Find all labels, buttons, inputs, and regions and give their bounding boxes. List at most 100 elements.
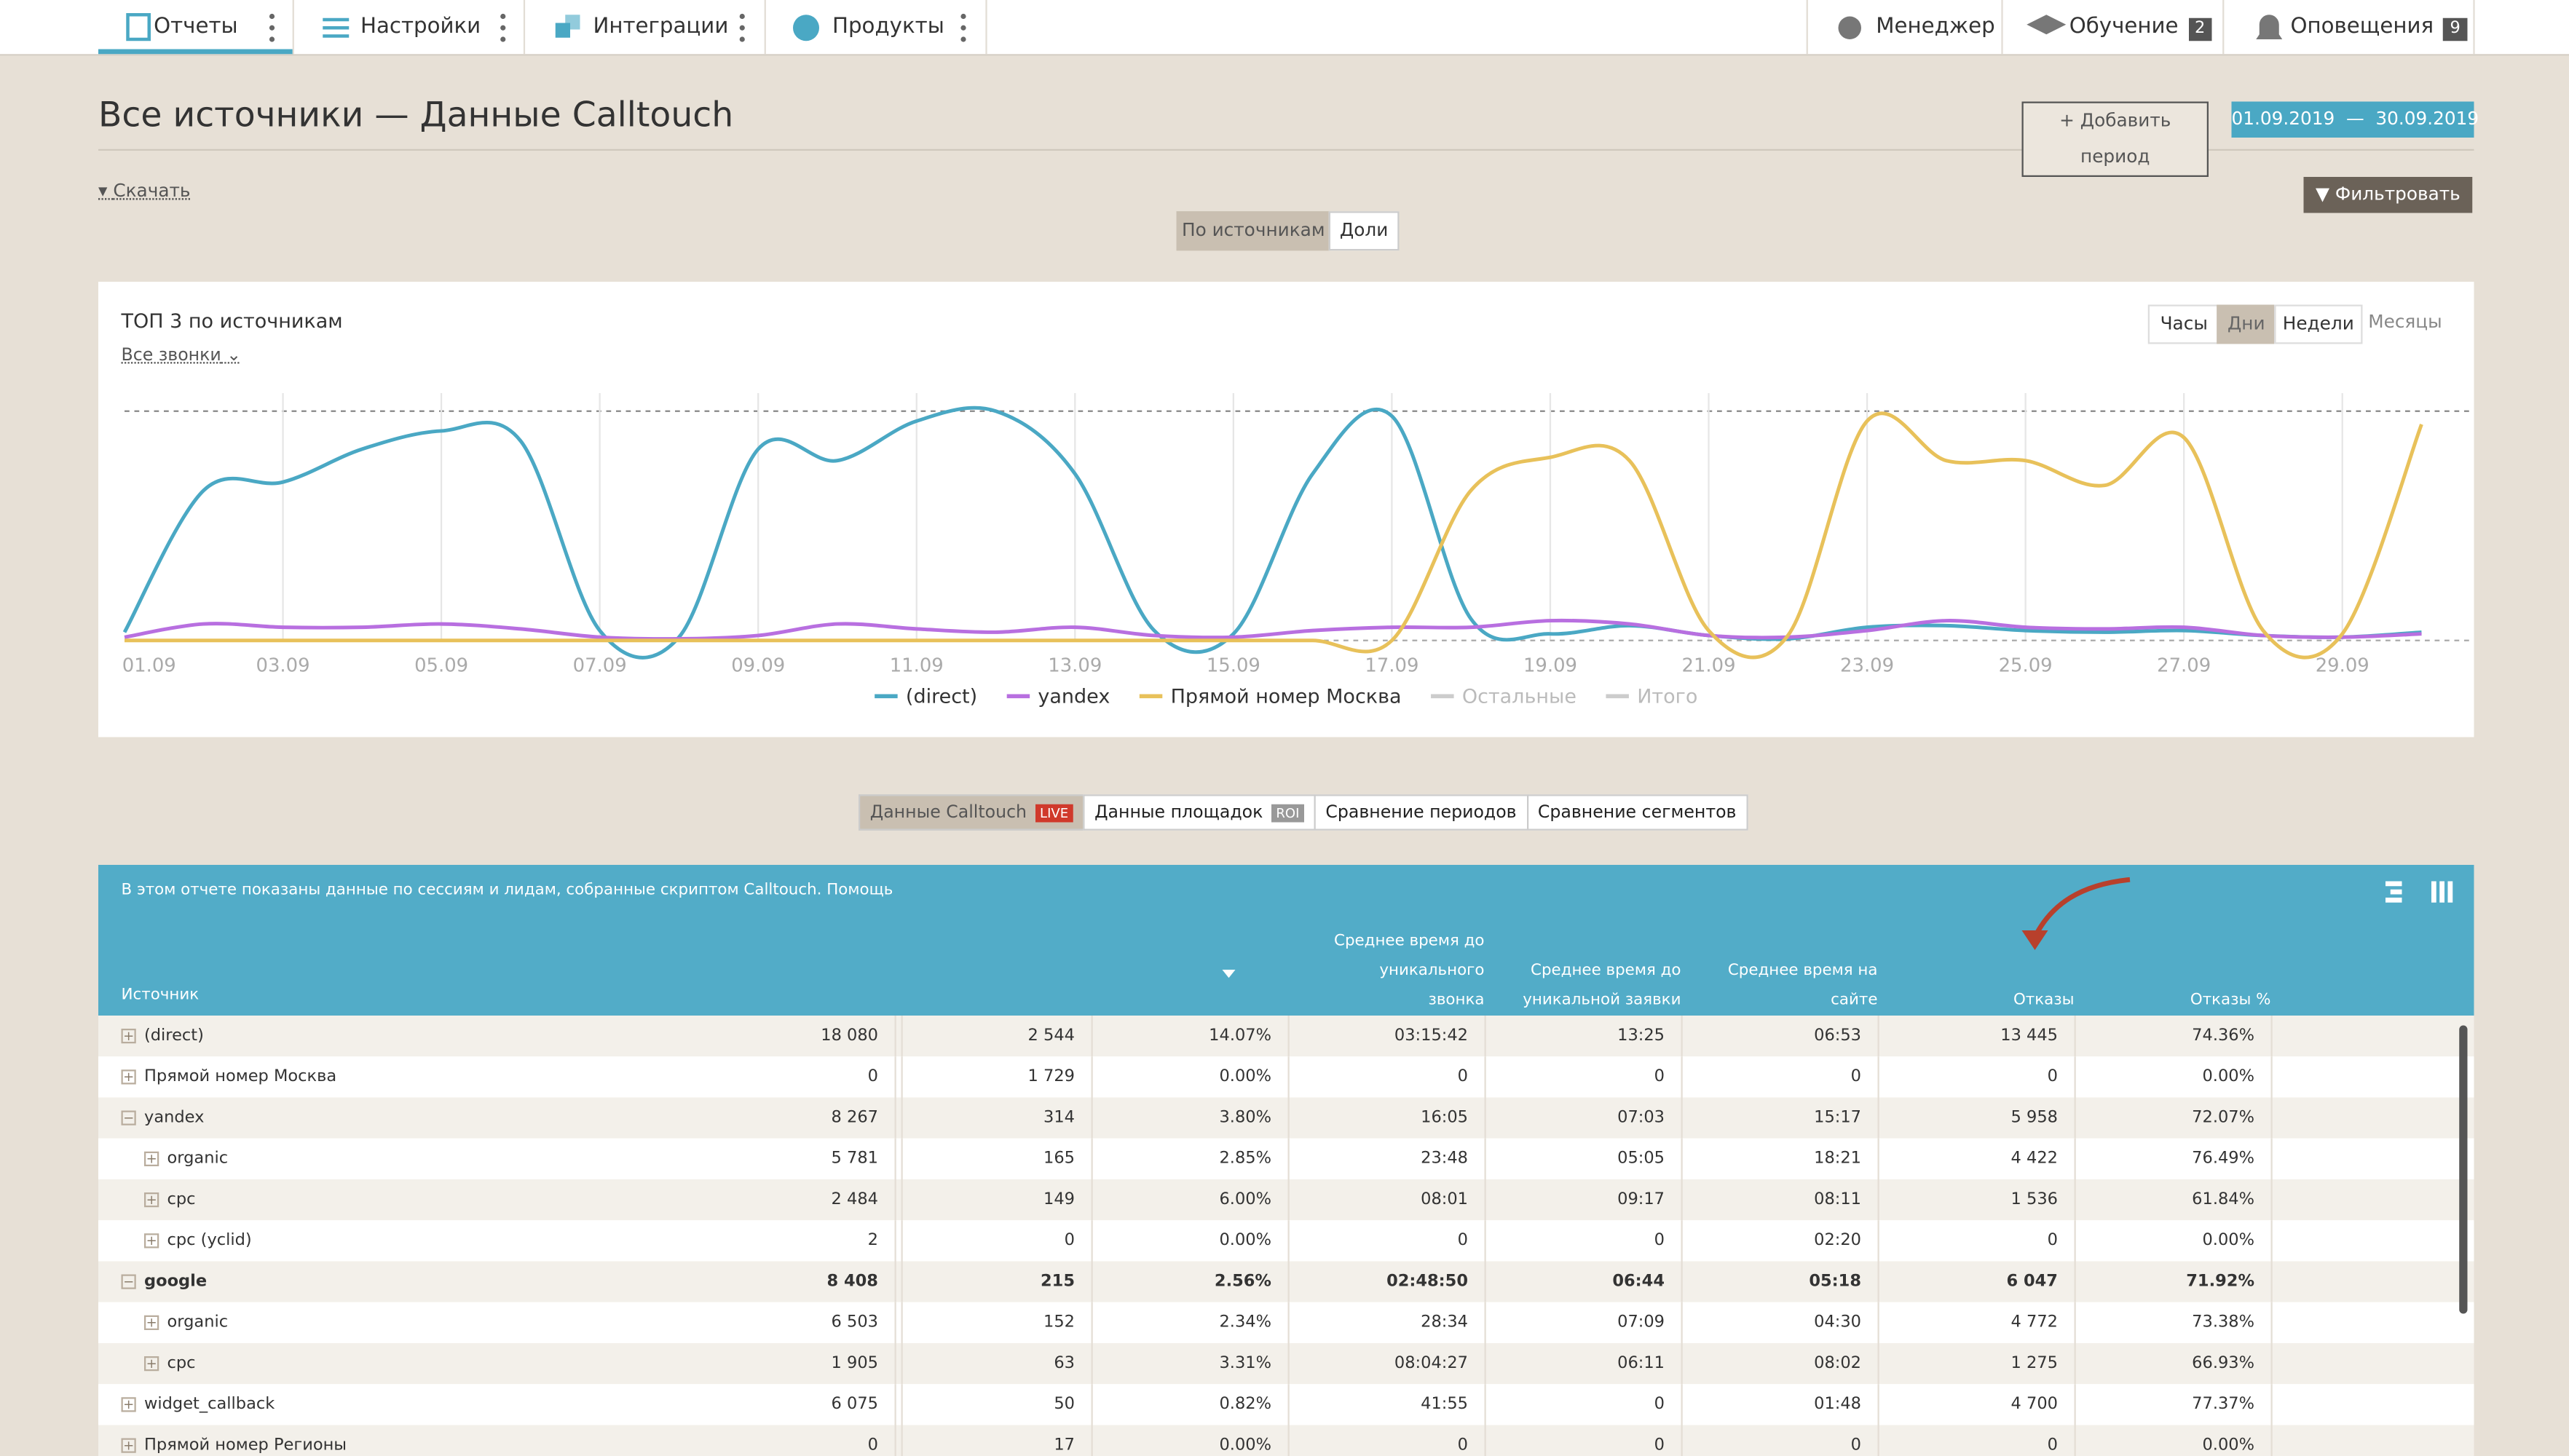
table-row[interactable]: + cpc (yclid) 2 0 0.00% 0 0 02:20 0 0.00%: [98, 1220, 2474, 1262]
table-cell: 5 958: [1878, 1097, 2076, 1139]
nav-tab[interactable]: Настройки: [360, 0, 481, 54]
nav-tab[interactable]: Оповещения 9: [2291, 0, 2467, 54]
nav-tab[interactable]: Отчеты: [98, 0, 293, 55]
expand-icon[interactable]: +: [121, 1397, 136, 1412]
series-line: [122, 405, 2422, 660]
col-sep: [901, 1016, 903, 1057]
column-header[interactable]: Отказы %: [2190, 991, 2271, 1009]
table-cell: 08:04:27: [1288, 1343, 1486, 1385]
table-cell: 08:02: [1681, 1343, 1879, 1385]
button-label: Фильтровать: [2335, 183, 2461, 205]
x-tick-label: 15.09: [1207, 655, 1260, 677]
nav-tab[interactable]: Менеджер: [1876, 0, 1995, 54]
table-cell: 01:48: [1681, 1384, 1879, 1425]
table-row[interactable]: + organic 6 503 152 2.34% 28:34 07:09 04:30 4 77…: [98, 1302, 2474, 1343]
period-button[interactable]: 01.09.2019 — 30.09.2019: [2231, 101, 2479, 138]
table-cell: 16:05: [1288, 1097, 1486, 1139]
expand-icon[interactable]: +: [121, 1069, 136, 1085]
table-cell: 18 080: [698, 1016, 896, 1057]
download-link[interactable]: ▾ Скачать: [98, 180, 191, 202]
table-row[interactable]: + organic 5 781 165 2.85% 23:48 05:05 18:21 4 42…: [98, 1138, 2474, 1179]
table-cell: 07:09: [1485, 1302, 1683, 1343]
table-cell: 0: [1681, 1425, 1879, 1456]
table-row[interactable]: + cpc 1 905 63 3.31% 08:04:27 06:11 08:02 1 275 6…: [98, 1343, 2474, 1385]
nav-label: Продукты: [832, 15, 944, 39]
table-cell: 17: [895, 1425, 1093, 1456]
granularity-tab[interactable]: Месяцы: [2368, 311, 2442, 333]
row-label: google: [144, 1273, 208, 1291]
table-cell: 314: [895, 1097, 1093, 1139]
table-cell: 0: [895, 1220, 1093, 1262]
expand-icon[interactable]: +: [144, 1151, 159, 1166]
table-cell: 8 408: [698, 1261, 896, 1302]
table-row[interactable]: − google 8 408 215 2.56% 02:48:50 06:44 05:18 6 …: [98, 1261, 2474, 1302]
table-cell: 71.92%: [2075, 1261, 2273, 1302]
granularity-tab[interactable]: Недели: [2274, 304, 2363, 344]
expand-icon[interactable]: −: [121, 1110, 136, 1125]
report-tab[interactable]: Сравнение сегментов: [1526, 794, 1748, 831]
table-cell: 6.00%: [1092, 1179, 1290, 1221]
nav-tab[interactable]: Обучение 2: [2069, 0, 2212, 54]
table-row[interactable]: + Прямой номер Москва 0 1 729 0.00% 0 0 0 0 0.00%: [98, 1056, 2474, 1098]
table-cell: 4 422: [1878, 1138, 2076, 1179]
column-header[interactable]: Среднее время до уникальной заявки: [1523, 961, 1681, 1009]
report-tab[interactable]: Данные Calltouch LIVE: [859, 794, 1085, 831]
tab-label: Сравнение сегментов: [1537, 802, 1737, 823]
table-cell: 66.93%: [2075, 1343, 2273, 1385]
nav-tab[interactable]: Продукты: [832, 0, 944, 54]
row-label: cpc: [167, 1354, 196, 1373]
table-row[interactable]: + Прямой номер Регионы 0 17 0.00% 0 0 0 0 0.00%: [98, 1425, 2474, 1456]
badge: 9: [2443, 17, 2467, 41]
add-period-button[interactable]: + Добавить период: [2021, 101, 2209, 177]
expand-icon[interactable]: +: [144, 1315, 159, 1330]
x-tick-label: 25.09: [1999, 655, 2053, 677]
nav-label: Обучение: [2069, 15, 2179, 39]
x-tick-label: 17.09: [1365, 655, 1418, 677]
nav-tab[interactable]: Интеграции: [593, 0, 729, 54]
col-sep: [901, 1138, 903, 1179]
table-row[interactable]: − yandex 8 267 314 3.80% 16:05 07:03 15:17 5 958…: [98, 1097, 2474, 1139]
report-tab[interactable]: Сравнение периодов: [1314, 794, 1528, 831]
expand-icon[interactable]: −: [121, 1274, 136, 1289]
expand-icon[interactable]: +: [144, 1192, 159, 1208]
metric-selector[interactable]: Все звонки ⌄: [121, 345, 242, 365]
nav-label: Отчеты: [154, 15, 238, 39]
table-row[interactable]: + widget_callback 6 075 50 0.82% 41:55 0 01:48 4…: [98, 1384, 2474, 1425]
row-label: organic: [167, 1313, 229, 1332]
legend-label: (direct): [906, 685, 977, 708]
table-cell: 28:34: [1288, 1302, 1486, 1343]
table-cell: 50: [895, 1384, 1093, 1425]
table-row[interactable]: + cpc 2 484 149 6.00% 08:01 09:17 08:11 1 536 61.…: [98, 1179, 2474, 1221]
report-tab[interactable]: Данные площадок ROI: [1083, 794, 1316, 831]
column-header[interactable]: Среднее время до уникального звонка: [1334, 932, 1485, 1009]
x-tick-label: 23.09: [1840, 655, 1894, 677]
view-tab[interactable]: Доли: [1328, 211, 1400, 251]
table-cell: 0.82%: [1092, 1384, 1290, 1425]
table-cell: 0.00%: [2075, 1056, 2273, 1098]
column-header[interactable]: Среднее время на сайте: [1727, 961, 1878, 1009]
expand-icon[interactable]: +: [121, 1029, 136, 1044]
column-header[interactable]: Отказы: [2013, 991, 2075, 1009]
divider: [98, 149, 2474, 151]
filter-button[interactable]: ▼ Фильтровать: [2303, 177, 2473, 213]
tab-label: Данные площадок: [1094, 802, 1263, 823]
expand-icon[interactable]: +: [144, 1356, 159, 1372]
table-cell: 2.85%: [1092, 1138, 1290, 1179]
col-sep: [901, 1384, 903, 1425]
view-tab[interactable]: По источникам: [1176, 211, 1330, 251]
scrollbar[interactable]: [2459, 1025, 2468, 1314]
expand-icon[interactable]: +: [144, 1233, 159, 1249]
col-sep: [901, 1056, 903, 1098]
table-cell: 0.00%: [1092, 1220, 1290, 1262]
column-header[interactable]: Источник: [121, 986, 200, 1005]
granularity-tab[interactable]: Дни: [2217, 304, 2276, 344]
chart-title: ТОП 3 по источникам: [121, 309, 343, 333]
nav-label: Менеджер: [1876, 15, 1995, 39]
table-row[interactable]: + (direct) 18 080 2 544 14.07% 03:15:42 13:25 0…: [98, 1016, 2474, 1057]
chart: 01.09 03.09 05.09 07.09 09.09 11.09 13.09 15.09…: [122, 393, 2474, 708]
page-title: Все источники — Данные Calltouch: [98, 95, 734, 135]
expand-icon[interactable]: +: [121, 1438, 136, 1453]
table-cell: 0: [1485, 1425, 1683, 1456]
table-cell: 0: [1288, 1425, 1486, 1456]
x-tick-label: 19.09: [1523, 655, 1577, 677]
